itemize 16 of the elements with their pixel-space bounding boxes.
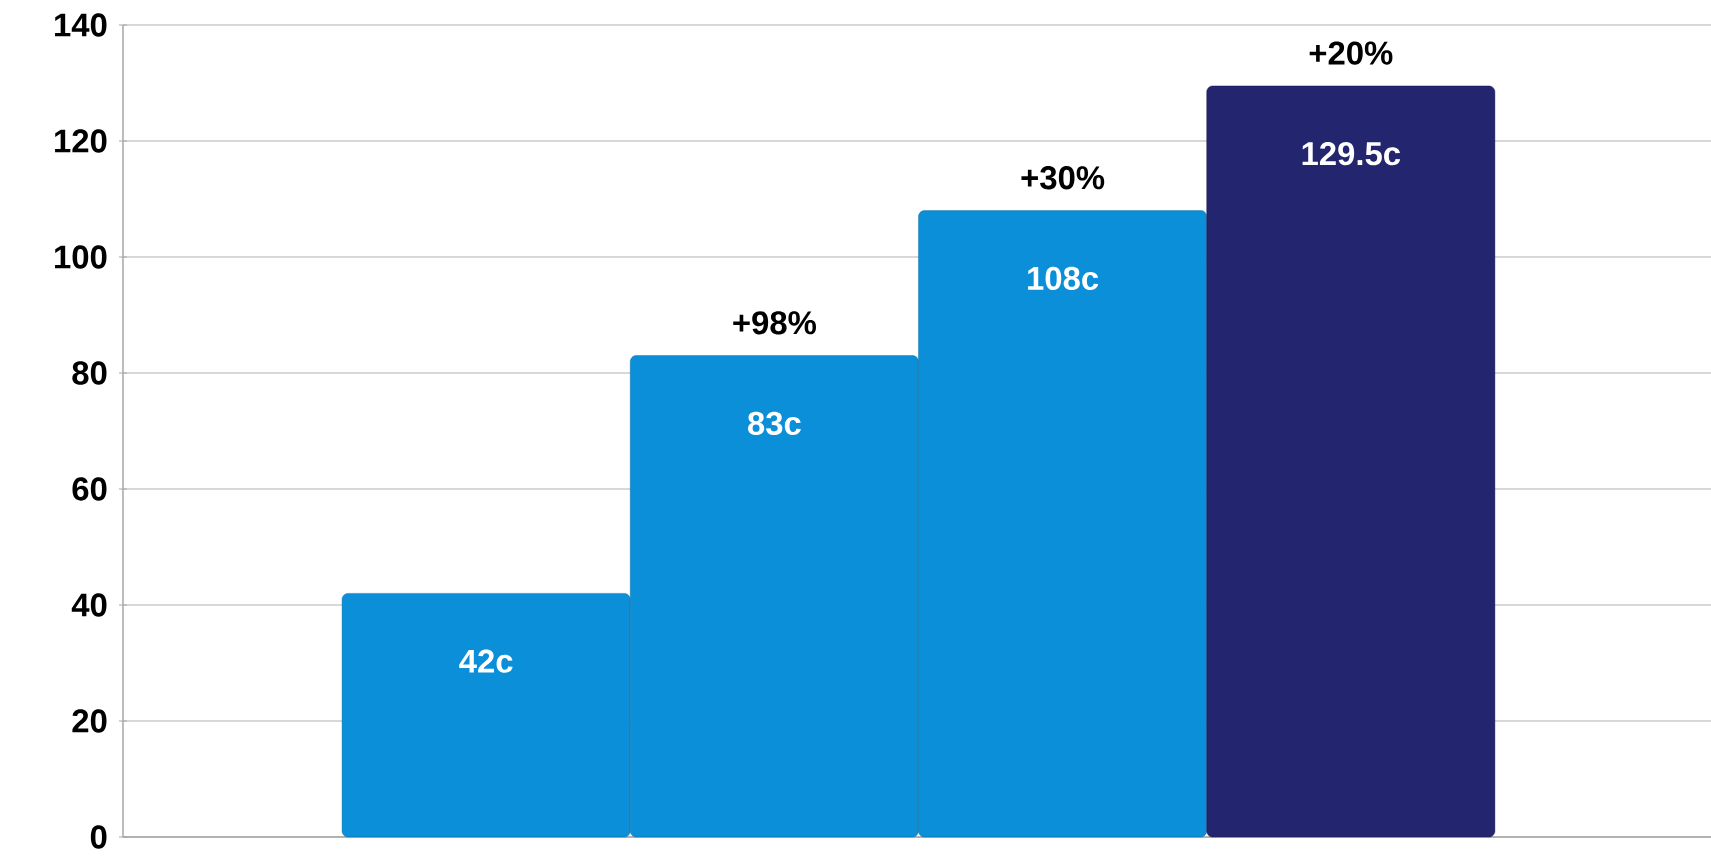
bar: [1206, 85, 1496, 838]
data-label: 129.5c: [1302, 142, 1401, 166]
data-label: 42c: [459, 649, 513, 673]
y-tick-label: 60: [72, 477, 107, 501]
y-tick-label: 40: [71, 593, 107, 617]
y-tick-label: 100: [55, 245, 107, 269]
y-tick-label: 0: [90, 825, 107, 849]
y-tick-label: 120: [55, 129, 107, 153]
y-tick-label: 80: [72, 361, 107, 385]
data-label: 108c: [1028, 266, 1099, 291]
y-tick-label: 20: [72, 709, 107, 733]
annotation: +30%: [1021, 166, 1105, 190]
annotation: +98%: [733, 311, 816, 335]
annotation: +20%: [1309, 41, 1393, 65]
y-tick-label: 140: [55, 13, 107, 37]
data-label: 83c: [747, 411, 801, 436]
